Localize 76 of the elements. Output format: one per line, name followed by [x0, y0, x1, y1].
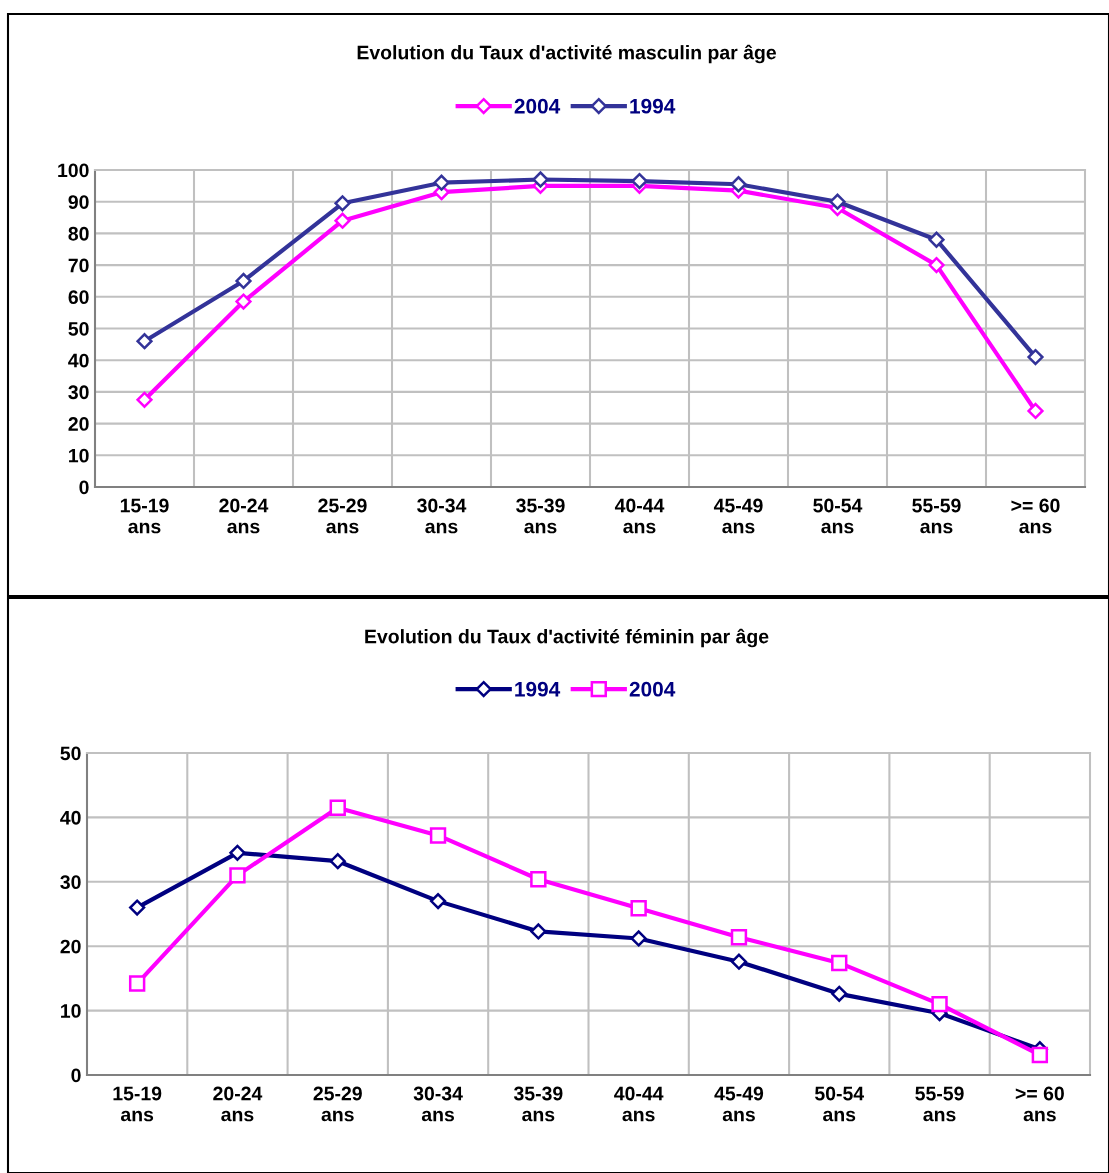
point: [532, 171, 549, 188]
point: [128, 975, 146, 992]
x-tick-label: 30-34 ans: [413, 1086, 463, 1122]
point: [429, 892, 447, 910]
point: [229, 867, 246, 884]
y-tick-label: 40: [68, 353, 89, 368]
point: [136, 391, 153, 408]
point: [136, 333, 153, 350]
x-tick-label: 35-39 ans: [513, 1086, 563, 1122]
legend-label: 2004: [514, 98, 561, 114]
point: [530, 871, 547, 888]
point: [831, 985, 848, 1002]
point: [631, 172, 648, 190]
y-tick-label: 30: [68, 385, 89, 400]
point: [928, 256, 945, 274]
chart-title: Evolution du Taux d'activité masculin par âge: [357, 44, 776, 64]
point: [928, 231, 945, 248]
point: [630, 930, 647, 947]
point: [329, 799, 346, 816]
y-tick-label: 10: [69, 448, 89, 463]
point: [129, 899, 146, 916]
point: [1027, 348, 1044, 366]
x-tick-label: 30-34 ans: [417, 498, 467, 534]
x-tick-label: 20-24 ans: [219, 498, 269, 534]
y-tick-label: 50: [60, 746, 81, 761]
point: [730, 928, 748, 946]
legend-label: 1994: [630, 98, 676, 114]
y-tick-label: 80: [68, 226, 89, 241]
point: [831, 954, 848, 972]
point: [931, 995, 948, 1013]
y-tick-label: 50: [68, 321, 89, 336]
point: [829, 193, 846, 210]
point: [630, 900, 647, 917]
chart-title: Evolution du Taux d'activité féminin par âge: [365, 628, 769, 648]
x-tick-label: 35-39 ans: [516, 498, 565, 534]
y-tick-label: 40: [60, 810, 81, 825]
x-tick-label: 25-29 ans: [318, 498, 367, 534]
x-tick-label: 55-59 ans: [915, 1086, 964, 1122]
x-tick-label: 15-19 ans: [113, 1086, 162, 1122]
x-tick-label: 45-49 ans: [713, 498, 763, 534]
x-tick-label: 45-49 ans: [714, 1086, 764, 1122]
y-tick-label: 90: [68, 195, 89, 209]
y-tick-label: 30: [60, 875, 81, 890]
y-tick-label: 20: [60, 939, 81, 954]
point: [229, 844, 246, 861]
x-tick-label: 15-19 ans: [120, 498, 169, 534]
x-tick-label: 40-44 ans: [614, 1086, 664, 1122]
x-tick-label: >= 60 ans: [1011, 498, 1060, 534]
point: [530, 923, 547, 940]
legend-label: 1994: [515, 681, 561, 697]
point: [1031, 1046, 1049, 1064]
legend-label: 2004: [629, 681, 676, 697]
y-tick-label: 60: [68, 290, 89, 305]
point: [433, 174, 450, 191]
point: [235, 272, 252, 290]
point: [730, 953, 748, 970]
point: [334, 212, 351, 229]
x-tick-label: 40-44 ans: [614, 498, 665, 534]
x-tick-label: 20-24 ans: [213, 1086, 263, 1122]
y-tick-label: 0: [79, 480, 89, 495]
point: [329, 853, 346, 870]
point: [1027, 402, 1044, 420]
x-tick-label: 55-59 ans: [912, 498, 961, 534]
y-tick-label: 10: [61, 1004, 81, 1018]
y-tick-label: 0: [71, 1068, 81, 1083]
point: [429, 827, 447, 844]
y-tick-label: 100: [58, 163, 89, 178]
point: [730, 176, 747, 193]
x-tick-label: >= 60 ans: [1015, 1086, 1064, 1122]
y-tick-label: 70: [68, 258, 89, 273]
point: [235, 293, 252, 310]
x-tick-label: 50-54 ans: [814, 1086, 865, 1122]
y-tick-label: 20: [68, 417, 89, 431]
x-tick-label: 50-54 ans: [813, 498, 863, 534]
point: [334, 195, 351, 212]
x-tick-label: 25-29 ans: [313, 1086, 362, 1122]
